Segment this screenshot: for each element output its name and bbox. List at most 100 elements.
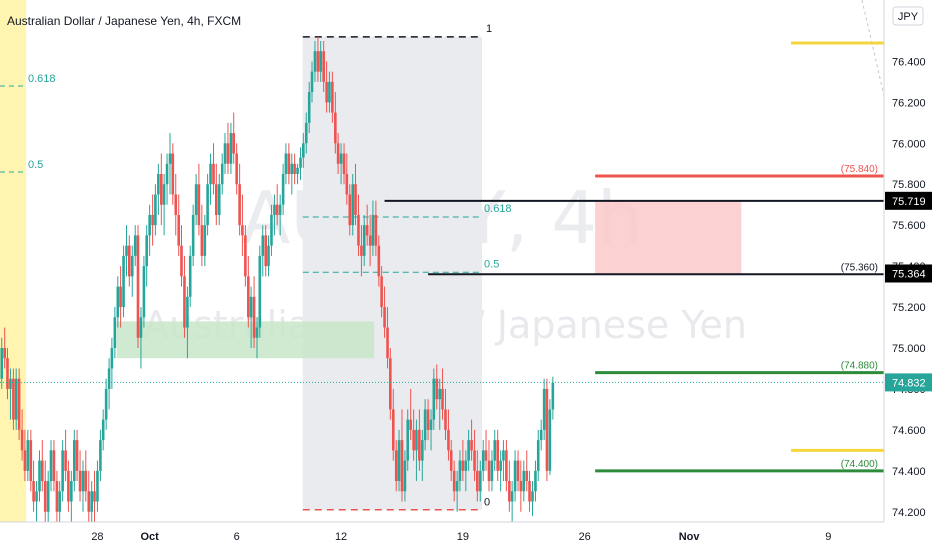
candle-body [217,184,221,215]
candle-body [9,378,12,389]
candle-body [238,184,241,226]
candle-body [273,204,276,215]
candle-body [487,460,491,482]
candle-body [3,348,6,359]
candle-body [70,481,73,502]
currency-button[interactable] [892,6,924,26]
demand-zone[interactable] [116,321,375,359]
candle-body [127,245,131,277]
candle-body [542,388,546,430]
candle-body [249,296,253,318]
candle-body [215,184,218,215]
price-tick-label: 76.400 [892,56,926,68]
candle-body [6,358,9,389]
candle-body [516,460,520,482]
price-zones[interactable] [116,200,742,359]
candle-body [452,470,456,492]
candle-body [290,163,294,174]
candle-body [151,214,154,226]
candle-body [319,51,323,72]
time-tick-label: 19 [457,531,469,543]
candle-body [223,143,227,164]
candle-body [391,409,395,451]
candle-body [316,51,320,72]
candle-body [360,245,363,256]
candle-body [61,450,64,492]
candle-body [183,276,186,328]
candle-body [130,255,134,277]
candle-body [334,112,337,144]
candle-body [107,368,111,389]
candle-body [26,440,30,471]
candle-body [336,143,340,164]
candle-body [116,286,120,318]
candle-body [75,440,79,471]
trend-projection-line[interactable] [861,0,886,101]
candle-body [490,460,494,482]
candle-body [64,450,67,471]
candle-body [191,214,195,256]
candle-body [73,440,76,482]
candle-body [322,51,325,82]
candle-body [270,214,273,246]
candle-body [464,460,468,471]
candle-body [357,214,360,246]
price-tick-label: 75.800 [892,179,926,191]
chart-title: Australian Dollar / Japanese Yen, 4h, FX… [7,14,241,28]
candle-body [293,163,296,174]
candle-body [522,470,526,492]
candle-body [58,491,61,512]
time-tick-label: Nov [679,531,701,543]
candle-body [313,51,317,72]
candle-body [104,388,108,420]
candle-body [287,153,291,174]
candle-body [160,174,163,205]
candle-body [90,491,94,512]
price-axis[interactable] [884,0,932,522]
candle-body [412,429,415,451]
candle-body [441,388,444,410]
candle-body [302,143,305,158]
level-label: (74.880) [841,361,878,372]
time-tick-label: 6 [234,531,240,543]
candle-body [351,184,355,226]
candle-body [325,81,328,103]
candle-body [374,214,378,246]
candle-body [536,440,540,471]
fib-levels[interactable]: 0.618 0.5 0.618 0.5 [0,73,512,273]
price-tick-label: 76.200 [892,97,926,109]
candle-body [508,481,511,502]
candle-body [241,225,244,236]
candle-body [403,460,407,492]
candle-body [209,163,212,185]
candle-body [458,460,462,482]
candle-body [38,460,41,492]
candle-body [331,81,334,113]
price-tick-label: 74.600 [892,425,926,437]
candle-body [200,225,204,256]
time-axis[interactable] [0,522,932,550]
candle-body [400,440,404,492]
candle-body [119,286,122,308]
candle-body [139,317,143,338]
candle-body [20,429,24,451]
candle-body [232,133,236,154]
candle-body [380,276,383,308]
price-tags: 75.719 75.364 74.832 [885,191,932,392]
horizontal-levels[interactable]: (75.840) (75.360) (74.880) (74.400) [384,41,884,473]
price-tag-label: 75.364 [892,268,926,280]
candle-body [548,409,552,471]
candle-body [122,255,125,308]
candle-body [194,184,198,215]
candle-body [377,245,381,277]
candle-body [513,460,517,492]
supply-zone[interactable] [595,200,742,275]
candle-body [525,470,529,482]
candle-body [84,470,88,492]
candle-body [365,225,369,236]
candle-body [449,450,453,471]
candle-body [397,440,401,482]
candle-body [247,276,250,318]
candle-body [345,174,349,195]
